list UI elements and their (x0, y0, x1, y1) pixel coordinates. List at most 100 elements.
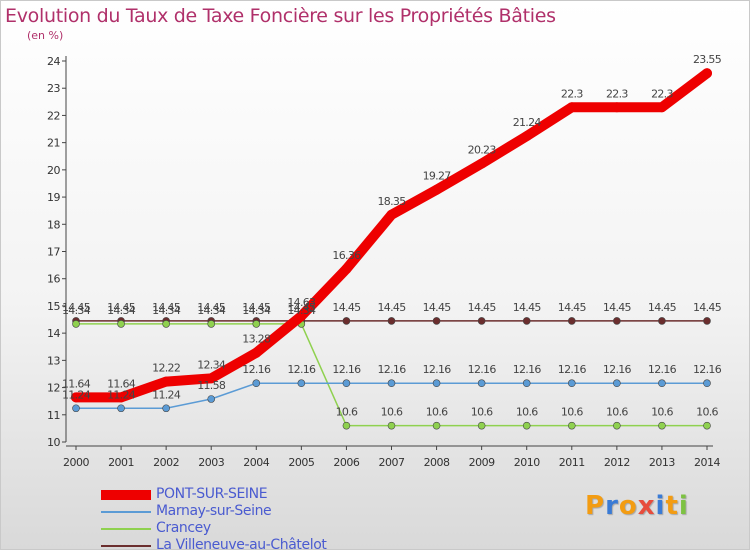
x-tick-label: 2007 (379, 456, 405, 469)
data-point (611, 102, 622, 113)
data-label: 12.16 (378, 363, 407, 376)
x-tick-label: 2013 (649, 456, 675, 469)
x-tick-label: 2006 (333, 456, 359, 469)
x-tick-label: 2011 (559, 456, 585, 469)
legend-label: La Villeneuve-au-Châtelot (156, 537, 327, 550)
data-point (703, 317, 711, 325)
data-point (341, 263, 352, 274)
data-label: 11.64 (62, 377, 91, 390)
data-label: 18.35 (378, 195, 407, 208)
data-label: 14.45 (378, 301, 407, 314)
data-label: 14.34 (242, 304, 271, 317)
logo-letter: r (605, 491, 619, 521)
data-point (522, 421, 531, 430)
data-point (162, 320, 170, 328)
legend-swatch (101, 490, 151, 500)
data-point (567, 379, 576, 388)
series-line (71, 68, 712, 403)
data-label: 12.16 (423, 363, 452, 376)
data-label: 14.34 (287, 304, 316, 317)
data-point (342, 421, 351, 430)
logo-letter: P (585, 491, 606, 521)
data-point (613, 317, 621, 325)
data-point (432, 421, 441, 430)
data-point (342, 317, 351, 325)
data-label: 19.27 (423, 170, 452, 183)
data-label: 14.45 (107, 301, 136, 314)
series-1 (72, 379, 711, 413)
data-label: 14.45 (468, 301, 497, 314)
data-label: 14.45 (693, 301, 722, 314)
data-label: 12.16 (287, 363, 316, 376)
data-label: 14.45 (287, 301, 316, 314)
data-point (342, 379, 351, 388)
data-label: 14.45 (332, 301, 361, 314)
chart-title: Evolution du Taux de Taxe Foncière sur l… (5, 5, 556, 27)
series-0 (71, 68, 712, 403)
x-tick-label: 2005 (288, 456, 314, 469)
data-label: 14.45 (603, 301, 632, 314)
y-tick-label: 11 (47, 409, 60, 422)
data-label: 10.6 (696, 406, 718, 419)
series-layer (71, 68, 712, 430)
data-label: 14.45 (648, 301, 677, 314)
logo-letter: i (655, 491, 666, 521)
data-point (251, 347, 262, 358)
proxiti-logo: Proxiti (585, 491, 689, 521)
data-point (521, 131, 532, 142)
data-point (387, 421, 396, 430)
data-label: 11.58 (197, 379, 226, 392)
logo-letter: t (665, 491, 679, 521)
data-point (387, 379, 396, 388)
data-point (477, 379, 486, 388)
x-tick-label: 2003 (198, 456, 224, 469)
data-label: 21.24 (513, 116, 542, 129)
y-axis-unit-label: (en %) (27, 29, 64, 42)
data-point (656, 102, 667, 113)
data-point (296, 310, 307, 321)
x-tick-label: 2001 (108, 456, 134, 469)
data-point (476, 158, 487, 169)
data-label: 10.6 (561, 406, 583, 419)
data-label: 14.45 (152, 301, 181, 314)
data-point (613, 379, 621, 388)
data-label: 10.6 (336, 406, 358, 419)
data-point (658, 379, 666, 388)
data-label: 12.34 (197, 358, 226, 371)
data-point (522, 379, 531, 388)
legend-label: PONT-SUR-SEINE (156, 486, 268, 502)
data-label: 13.28 (242, 333, 271, 346)
data-point (252, 379, 261, 388)
data-label: 14.34 (197, 304, 226, 317)
data-point (72, 404, 80, 413)
legend-swatch (101, 528, 151, 530)
axes: 10 11 12 13 14 15 16 17 18 19 20 21 22 23 24 2000 2001 20… (47, 55, 721, 469)
data-point (658, 421, 666, 430)
data-label: 12.16 (648, 363, 677, 376)
data-label: 11.24 (62, 388, 91, 401)
data-point (703, 421, 711, 430)
y-tick-label: 21 (47, 137, 60, 150)
y-tick-label: 15 (47, 300, 60, 313)
x-tick-label: 2014 (694, 456, 720, 469)
data-label: 22.3 (651, 87, 673, 100)
data-label: 14.45 (242, 301, 271, 314)
x-tick-label: 2004 (243, 456, 269, 469)
x-tick-label: 2000 (63, 456, 89, 469)
data-point (431, 184, 442, 195)
data-point (432, 379, 441, 388)
data-point (567, 317, 576, 325)
x-tick-label: 2010 (514, 456, 540, 469)
data-label: 11.64 (107, 377, 136, 390)
y-tick-label: 14 (47, 327, 60, 340)
data-label: 10.6 (606, 406, 628, 419)
y-tick-label: 17 (47, 246, 60, 259)
data-labels-layer: 11.64 11.64 12.22 12.34 13.28 14.63 16.36 18.35… (62, 53, 722, 418)
data-point (566, 102, 577, 113)
y-tick-label: 16 (47, 273, 60, 286)
legend-swatch (101, 511, 151, 513)
y-tick-label: 12 (47, 382, 60, 395)
data-label: 12.22 (152, 362, 180, 375)
y-tick-label: 13 (47, 354, 60, 367)
